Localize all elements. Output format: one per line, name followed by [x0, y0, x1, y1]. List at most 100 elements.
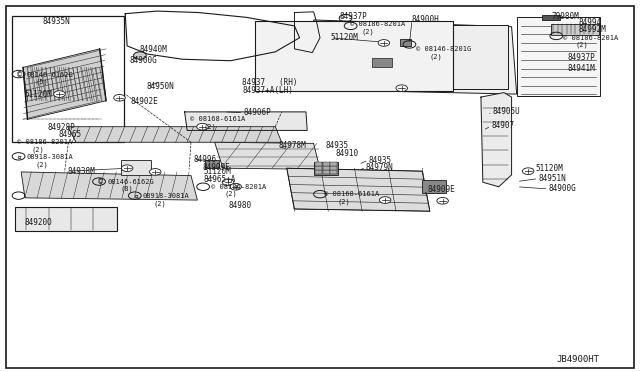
- Text: 51120M: 51120M: [204, 167, 232, 176]
- Bar: [323, 166, 330, 170]
- Circle shape: [522, 168, 534, 174]
- Text: 84935: 84935: [325, 141, 348, 151]
- Bar: [323, 162, 330, 166]
- Text: 08918-3081A: 08918-3081A: [26, 154, 73, 160]
- Text: (5): (5): [36, 78, 49, 85]
- Text: 84935N: 84935N: [42, 17, 70, 26]
- Text: © 08168-6161A: © 08168-6161A: [324, 191, 379, 197]
- Polygon shape: [23, 49, 106, 119]
- Circle shape: [437, 198, 449, 204]
- Text: (2): (2): [362, 29, 374, 35]
- Text: (2): (2): [36, 161, 49, 168]
- Polygon shape: [184, 112, 307, 131]
- Text: 08918-3081A: 08918-3081A: [143, 193, 189, 199]
- Text: ¤: ¤: [17, 153, 22, 161]
- Text: 84996: 84996: [193, 155, 217, 164]
- Text: 84909E: 84909E: [428, 185, 455, 194]
- Text: 84900G: 84900G: [130, 56, 157, 65]
- Text: 84937P: 84937P: [568, 52, 596, 61]
- Text: 84905U: 84905U: [492, 108, 520, 116]
- Text: 84902E: 84902E: [131, 97, 159, 106]
- Bar: [315, 162, 322, 166]
- Text: (2): (2): [575, 42, 588, 48]
- Circle shape: [150, 169, 161, 175]
- Text: ©: ©: [98, 177, 103, 186]
- Text: © 08186-8201A: © 08186-8201A: [17, 139, 72, 145]
- Text: © 08186-8201A: © 08186-8201A: [350, 22, 405, 28]
- Bar: [323, 170, 330, 174]
- Text: 84907: 84907: [491, 122, 515, 131]
- Text: 84950N: 84950N: [147, 82, 174, 91]
- Text: 08146-6162G: 08146-6162G: [26, 72, 73, 78]
- Text: (2): (2): [31, 147, 44, 153]
- Text: 84937+A(LH): 84937+A(LH): [242, 86, 293, 95]
- Circle shape: [396, 85, 408, 92]
- Text: (2): (2): [154, 201, 166, 207]
- Text: 84992M: 84992M: [579, 25, 606, 34]
- Text: 84920O: 84920O: [25, 218, 52, 227]
- Text: © 08168-6161A: © 08168-6161A: [189, 116, 245, 122]
- Bar: [542, 15, 560, 20]
- Bar: [551, 24, 599, 35]
- Bar: [315, 166, 322, 170]
- Circle shape: [380, 197, 391, 203]
- Circle shape: [114, 94, 125, 101]
- Bar: [330, 170, 337, 174]
- Text: 84937   (RH): 84937 (RH): [242, 78, 298, 87]
- Text: (8): (8): [121, 186, 134, 192]
- Text: 84935: 84935: [369, 155, 392, 164]
- Text: 84965+A: 84965+A: [204, 175, 236, 184]
- Circle shape: [122, 165, 133, 171]
- Text: 84937P: 84937P: [339, 12, 367, 21]
- Text: 84951N: 84951N: [538, 174, 566, 183]
- Text: © 08146-8201G: © 08146-8201G: [416, 46, 471, 52]
- Circle shape: [230, 183, 241, 190]
- Bar: [330, 162, 337, 166]
- Circle shape: [196, 124, 208, 130]
- Bar: [12, 16, 124, 141]
- Text: 84965: 84965: [58, 130, 81, 140]
- Text: (2): (2): [338, 198, 351, 205]
- Text: (2): (2): [204, 124, 216, 130]
- Circle shape: [378, 39, 390, 46]
- Text: © 08186-8201A: © 08186-8201A: [211, 184, 267, 190]
- Bar: [255, 21, 453, 92]
- Circle shape: [54, 91, 65, 97]
- Text: 51120M: 51120M: [330, 33, 358, 42]
- Circle shape: [134, 52, 147, 59]
- Text: 84906P: 84906P: [243, 108, 271, 117]
- Text: 84909E: 84909E: [202, 163, 230, 172]
- Text: 84979N: 84979N: [366, 163, 394, 172]
- Text: 84900G: 84900G: [548, 185, 577, 193]
- Bar: [315, 170, 322, 174]
- Polygon shape: [21, 172, 197, 200]
- Text: 84938M: 84938M: [68, 167, 95, 176]
- Text: 08146-6162G: 08146-6162G: [108, 179, 155, 185]
- Text: ©: ©: [17, 70, 22, 79]
- Text: 51120M: 51120M: [25, 90, 52, 99]
- Text: 84978M: 84978M: [278, 141, 307, 151]
- Polygon shape: [287, 168, 430, 211]
- Polygon shape: [214, 142, 320, 169]
- Text: 84910: 84910: [336, 149, 359, 158]
- Polygon shape: [68, 127, 282, 142]
- Bar: [320, 25, 508, 89]
- Bar: [400, 39, 412, 46]
- Text: 84941M: 84941M: [568, 64, 596, 73]
- Text: 84928P: 84928P: [47, 123, 75, 132]
- Bar: [330, 166, 337, 170]
- Bar: [205, 160, 219, 168]
- Polygon shape: [481, 93, 511, 187]
- Text: (2): (2): [224, 191, 237, 198]
- Bar: [15, 207, 117, 231]
- Polygon shape: [312, 20, 516, 94]
- Text: 79980M: 79980M: [551, 12, 579, 21]
- Bar: [314, 162, 338, 175]
- Bar: [372, 58, 392, 67]
- Text: ¤: ¤: [134, 192, 138, 201]
- Text: 84994: 84994: [579, 19, 602, 28]
- Text: © 08186-8201A: © 08186-8201A: [563, 35, 618, 41]
- Bar: [516, 17, 600, 96]
- Text: 84900H: 84900H: [412, 15, 440, 24]
- Text: 84980: 84980: [228, 201, 251, 210]
